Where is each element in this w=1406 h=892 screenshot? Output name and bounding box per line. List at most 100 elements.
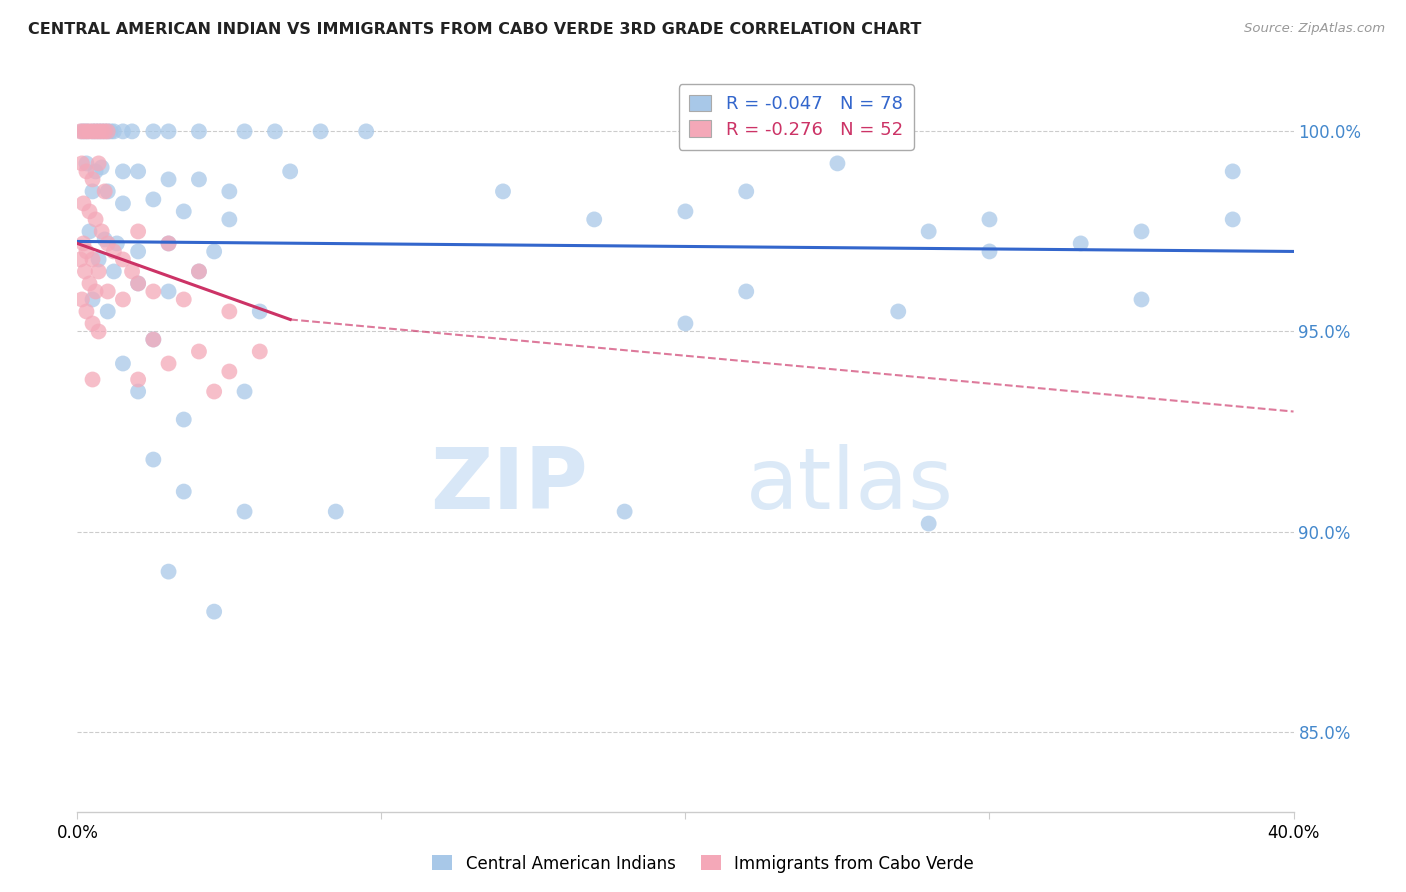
Point xyxy=(142,452,165,467)
Point xyxy=(735,285,758,299)
Point xyxy=(157,285,180,299)
Legend: R = -0.047   N = 78, R = -0.276   N = 52: R = -0.047 N = 78, R = -0.276 N = 52 xyxy=(679,84,914,150)
Point xyxy=(111,252,134,267)
Point xyxy=(157,357,180,371)
Point xyxy=(127,244,149,259)
Point xyxy=(157,236,180,251)
Point xyxy=(202,384,225,399)
Point xyxy=(87,252,110,267)
Text: atlas: atlas xyxy=(747,444,955,527)
Point xyxy=(188,172,211,186)
Point xyxy=(72,236,94,251)
Point xyxy=(173,204,195,219)
Point xyxy=(111,164,134,178)
Point xyxy=(249,304,271,318)
Point xyxy=(142,193,165,207)
Point xyxy=(82,372,104,386)
Point xyxy=(97,285,120,299)
Point xyxy=(103,124,125,138)
Point xyxy=(103,244,125,259)
Point xyxy=(675,317,697,331)
Point xyxy=(887,304,910,318)
Point xyxy=(79,124,101,138)
Point xyxy=(79,224,101,238)
Point xyxy=(75,156,97,170)
Point xyxy=(1130,224,1153,238)
Point xyxy=(173,484,195,499)
Point xyxy=(918,224,941,238)
Point xyxy=(142,124,165,138)
Point xyxy=(218,212,240,227)
Point xyxy=(103,264,125,278)
Point xyxy=(77,124,100,138)
Point xyxy=(75,164,97,178)
Point xyxy=(111,293,134,307)
Point xyxy=(325,505,347,519)
Point xyxy=(87,124,110,138)
Point xyxy=(70,293,93,307)
Point xyxy=(309,124,332,138)
Point xyxy=(121,264,143,278)
Point xyxy=(1130,293,1153,307)
Point xyxy=(127,224,149,238)
Point xyxy=(157,565,180,579)
Point xyxy=(93,232,115,246)
Point xyxy=(105,236,128,251)
Point xyxy=(84,212,107,227)
Point xyxy=(1222,164,1244,178)
Point xyxy=(1222,212,1244,227)
Point xyxy=(111,124,134,138)
Point xyxy=(979,244,1001,259)
Text: ZIP: ZIP xyxy=(430,444,588,527)
Point xyxy=(735,185,758,199)
Point xyxy=(233,124,256,138)
Point xyxy=(72,124,94,138)
Point xyxy=(264,124,287,138)
Point xyxy=(583,212,606,227)
Point xyxy=(127,277,149,291)
Point xyxy=(93,124,115,138)
Point xyxy=(613,505,636,519)
Point xyxy=(87,264,110,278)
Point xyxy=(202,605,225,619)
Point xyxy=(157,172,180,186)
Point xyxy=(979,212,1001,227)
Point xyxy=(87,156,110,170)
Point xyxy=(87,325,110,339)
Point xyxy=(827,156,849,170)
Point xyxy=(82,124,104,138)
Point xyxy=(100,124,122,138)
Point xyxy=(111,357,134,371)
Point xyxy=(218,364,240,378)
Point xyxy=(82,172,104,186)
Text: Source: ZipAtlas.com: Source: ZipAtlas.com xyxy=(1244,22,1385,36)
Point xyxy=(84,285,107,299)
Point xyxy=(97,304,120,318)
Point xyxy=(97,124,120,138)
Point xyxy=(84,124,107,138)
Point xyxy=(82,293,104,307)
Point xyxy=(72,196,94,211)
Point xyxy=(79,204,101,219)
Point xyxy=(249,344,271,359)
Point xyxy=(127,372,149,386)
Point xyxy=(97,124,120,138)
Point xyxy=(70,156,93,170)
Point xyxy=(354,124,377,138)
Point xyxy=(84,124,107,138)
Point xyxy=(75,124,97,138)
Point xyxy=(84,164,107,178)
Point xyxy=(127,277,149,291)
Point xyxy=(157,236,180,251)
Point xyxy=(73,264,96,278)
Point xyxy=(93,124,115,138)
Point xyxy=(69,124,91,138)
Point xyxy=(93,185,115,199)
Point xyxy=(188,124,211,138)
Point xyxy=(233,505,256,519)
Point xyxy=(173,293,195,307)
Point xyxy=(70,124,93,138)
Point xyxy=(75,304,97,318)
Point xyxy=(82,252,104,267)
Point xyxy=(188,264,211,278)
